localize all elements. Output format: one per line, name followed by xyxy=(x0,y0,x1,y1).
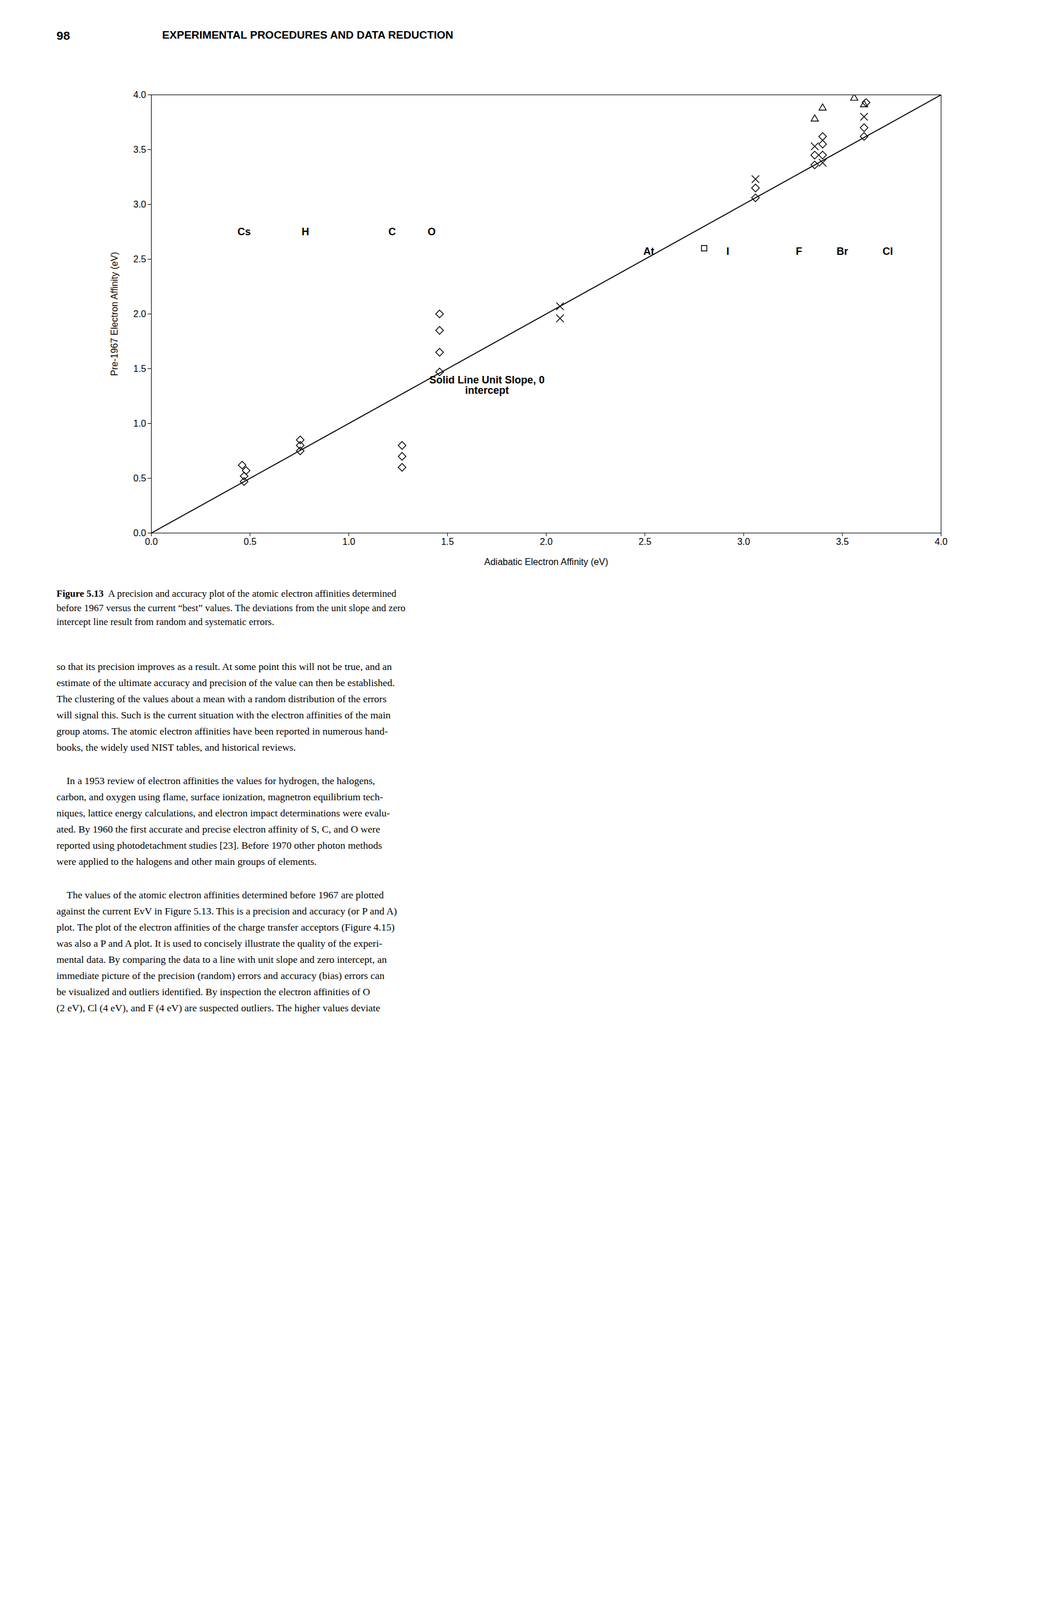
svg-text:0.0: 0.0 xyxy=(133,528,146,538)
svg-text:1.0: 1.0 xyxy=(342,536,356,547)
html-text:Figure 5.13 A precision and ac: Figure 5.13 A precision and accuracy plo… xyxy=(56,587,406,628)
svg-text:Adiabatic Electron Affinity (e: Adiabatic Electron Affinity (eV) xyxy=(484,556,609,567)
html-text:EXPERIMENTAL PROCEDURES AND DA: EXPERIMENTAL PROCEDURES AND DATA REDUCTI… xyxy=(162,28,454,41)
svg-text:0.5: 0.5 xyxy=(133,473,146,484)
svg-text:2.0: 2.0 xyxy=(133,308,146,319)
svg-text:0.0: 0.0 xyxy=(144,536,158,547)
svg-text:O: O xyxy=(427,225,436,238)
svg-text:1.5: 1.5 xyxy=(440,536,454,547)
svg-text:2.5: 2.5 xyxy=(133,254,146,265)
svg-text:1.5: 1.5 xyxy=(133,363,146,374)
svg-text:3.0: 3.0 xyxy=(737,536,750,547)
svg-text:C: C xyxy=(388,225,397,238)
svg-text:Br: Br xyxy=(836,245,848,258)
svg-text:4.0: 4.0 xyxy=(934,536,948,547)
svg-text:3.0: 3.0 xyxy=(133,199,146,210)
svg-text:Cl: Cl xyxy=(882,245,893,258)
html-text:The values of the atomic elect: The values of the atomic electron affini… xyxy=(56,888,397,1014)
svg-text:H: H xyxy=(301,225,309,238)
svg-text:Solid Line Unit Slope, 0interc: Solid Line Unit Slope, 0intercept xyxy=(429,374,545,397)
svg-text:F: F xyxy=(795,245,802,258)
svg-text:Pre-1967 Electron Affinity (eV: Pre-1967 Electron Affinity (eV) xyxy=(109,251,120,376)
svg-text:2.5: 2.5 xyxy=(638,536,652,547)
svg-text:Cs: Cs xyxy=(237,225,251,238)
svg-text:At: At xyxy=(643,245,655,258)
html-text:98: 98 xyxy=(56,28,70,43)
html-text:so that its precision improves: so that its precision improves as a resu… xyxy=(56,660,395,753)
svg-text:0.5: 0.5 xyxy=(243,536,257,547)
svg-text:1.0: 1.0 xyxy=(133,418,146,429)
svg-text:3.5: 3.5 xyxy=(133,144,146,155)
svg-text:2.0: 2.0 xyxy=(539,536,553,547)
svg-text:I: I xyxy=(726,245,730,258)
html-text:In a 1953 review of electron a: In a 1953 review of electron affinities … xyxy=(56,774,390,867)
svg-text:3.5: 3.5 xyxy=(835,536,849,547)
svg-text:4.0: 4.0 xyxy=(133,89,146,100)
